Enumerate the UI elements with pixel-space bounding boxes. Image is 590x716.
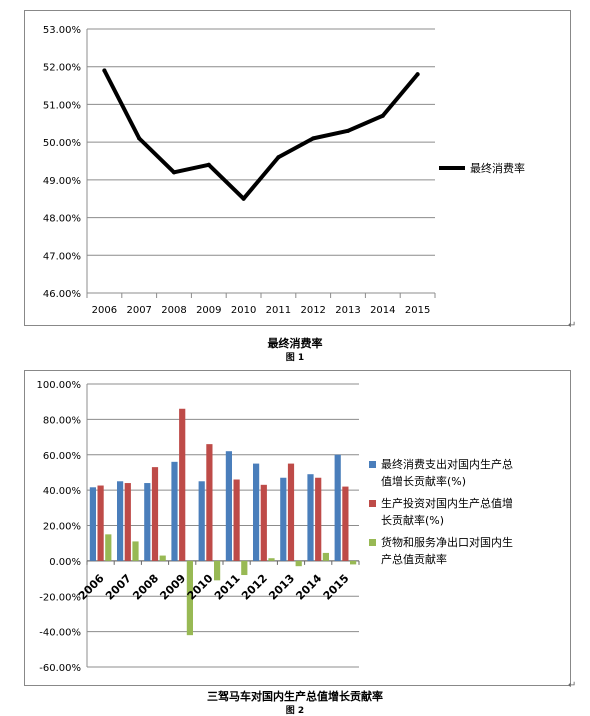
data-point bbox=[172, 170, 176, 175]
x-tick-label: 2012 bbox=[239, 572, 270, 603]
figure1-caption: 最终消费率 bbox=[267, 337, 323, 350]
bar bbox=[287, 463, 295, 561]
bar bbox=[214, 560, 221, 581]
legend-swatch bbox=[369, 461, 376, 468]
x-tick-label: 2007 bbox=[103, 572, 134, 603]
bar bbox=[225, 451, 232, 561]
bar bbox=[206, 444, 213, 561]
x-tick-label: 2013 bbox=[335, 305, 360, 316]
y-tick-label: 53.00% bbox=[43, 25, 81, 36]
series-line bbox=[102, 68, 420, 201]
bar bbox=[253, 463, 260, 561]
bar bbox=[151, 467, 159, 561]
paragraph-mark-icon: ↵ bbox=[568, 320, 577, 331]
y-tick-label: 52.00% bbox=[43, 63, 81, 74]
consumption-rate-chart-svg: 53.00% 52.00% 51.00% 50.00% 49.00% 48.00% 47.0… bbox=[43, 25, 525, 316]
bar bbox=[89, 487, 96, 561]
bar bbox=[295, 560, 302, 567]
legend-label: 生产投资对国内生产总值增长贡献率(%) bbox=[381, 496, 513, 527]
bar bbox=[97, 485, 104, 561]
consumption-rate-chart: 53.00% 52.00% 51.00% 50.00% 49.00% 48.00% 47.0… bbox=[24, 10, 571, 326]
data-point bbox=[276, 155, 281, 160]
x-tick-label: 2009 bbox=[196, 305, 221, 316]
figure2-label: 图 2 bbox=[285, 706, 305, 716]
bar bbox=[315, 477, 322, 561]
bar bbox=[179, 408, 186, 561]
bar bbox=[280, 477, 287, 561]
y-tick-label: 48.00% bbox=[43, 214, 81, 225]
x-tick-label: 2008 bbox=[130, 572, 161, 603]
legend-label: 最终消费支出对国内生产总值增长贡献率(%) bbox=[381, 457, 513, 488]
figure2-caption: 三驾马车对国内生产总值增长贡献率 bbox=[207, 690, 383, 703]
y-tick-label: -40.00% bbox=[39, 628, 81, 639]
data-point bbox=[415, 72, 420, 77]
bar bbox=[198, 481, 205, 561]
x-tick-label: 2009 bbox=[157, 572, 188, 603]
bar bbox=[186, 560, 193, 636]
legend-label: 最终消费率 bbox=[470, 161, 525, 175]
x-tick-label: 2015 bbox=[405, 305, 430, 316]
y-tick-label: 50.00% bbox=[43, 138, 81, 149]
y-tick-label: 20.00% bbox=[43, 522, 81, 533]
data-point bbox=[137, 136, 142, 141]
bar bbox=[233, 479, 240, 561]
y-tick-label: 46.00% bbox=[43, 289, 81, 300]
bar bbox=[268, 558, 275, 561]
paragraph-mark-icon: ↵ bbox=[568, 680, 577, 691]
bar bbox=[322, 552, 329, 561]
data-point bbox=[206, 162, 211, 167]
x-tick-label: 2015 bbox=[321, 572, 352, 603]
data-point bbox=[311, 136, 316, 141]
bar bbox=[260, 484, 267, 561]
bar bbox=[241, 560, 248, 576]
legend-label: 货物和服务净出口对国内生产总值贡献率 bbox=[381, 535, 513, 566]
legend-swatch bbox=[369, 539, 376, 546]
data-point bbox=[241, 196, 246, 201]
data-point bbox=[102, 68, 107, 73]
figure1-label: 图 1 bbox=[285, 353, 305, 363]
contribution-rate-chart-svg: 100.00% 80.00% 60.00% 40.00% 20.00% 0.00% -20.… bbox=[37, 380, 514, 674]
y-tick-label: -60.00% bbox=[39, 663, 81, 674]
x-tick-label: 2006 bbox=[76, 572, 107, 603]
legend-swatch bbox=[369, 500, 376, 507]
bar bbox=[307, 474, 314, 561]
y-tick-label: 47.00% bbox=[43, 251, 81, 262]
bar bbox=[117, 481, 124, 561]
x-tick-label: 2014 bbox=[293, 572, 324, 603]
bar bbox=[132, 541, 139, 561]
contribution-rate-chart: 100.00% 80.00% 60.00% 40.00% 20.00% 0.00% -20.… bbox=[24, 370, 571, 686]
x-tick-label: 2013 bbox=[266, 572, 297, 603]
x-tick-label: 2014 bbox=[370, 305, 395, 316]
y-tick-label: 49.00% bbox=[43, 176, 81, 187]
x-tick-label: 2007 bbox=[126, 305, 151, 316]
x-tick-label: 2012 bbox=[300, 305, 325, 316]
y-tick-label: -20.00% bbox=[39, 592, 81, 603]
x-tick-label: 2006 bbox=[92, 305, 117, 316]
x-tick-label: 2010 bbox=[231, 305, 256, 316]
y-tick-label: 80.00% bbox=[43, 415, 81, 426]
bar bbox=[350, 560, 357, 565]
y-tick-label: 60.00% bbox=[43, 451, 81, 462]
x-tick-label: 2011 bbox=[266, 305, 291, 316]
y-tick-label: 40.00% bbox=[43, 486, 81, 497]
bar bbox=[105, 534, 112, 561]
bar bbox=[144, 483, 151, 561]
data-point bbox=[380, 113, 385, 118]
y-tick-label: 0.00% bbox=[49, 557, 81, 568]
bar bbox=[124, 483, 131, 561]
bar bbox=[159, 555, 166, 561]
bar bbox=[334, 454, 341, 561]
y-tick-label: 100.00% bbox=[37, 380, 82, 391]
data-point bbox=[346, 128, 350, 133]
bar bbox=[342, 486, 349, 561]
y-tick-label: 51.00% bbox=[43, 100, 81, 111]
x-tick-label: 2008 bbox=[161, 305, 186, 316]
bar bbox=[171, 461, 178, 561]
